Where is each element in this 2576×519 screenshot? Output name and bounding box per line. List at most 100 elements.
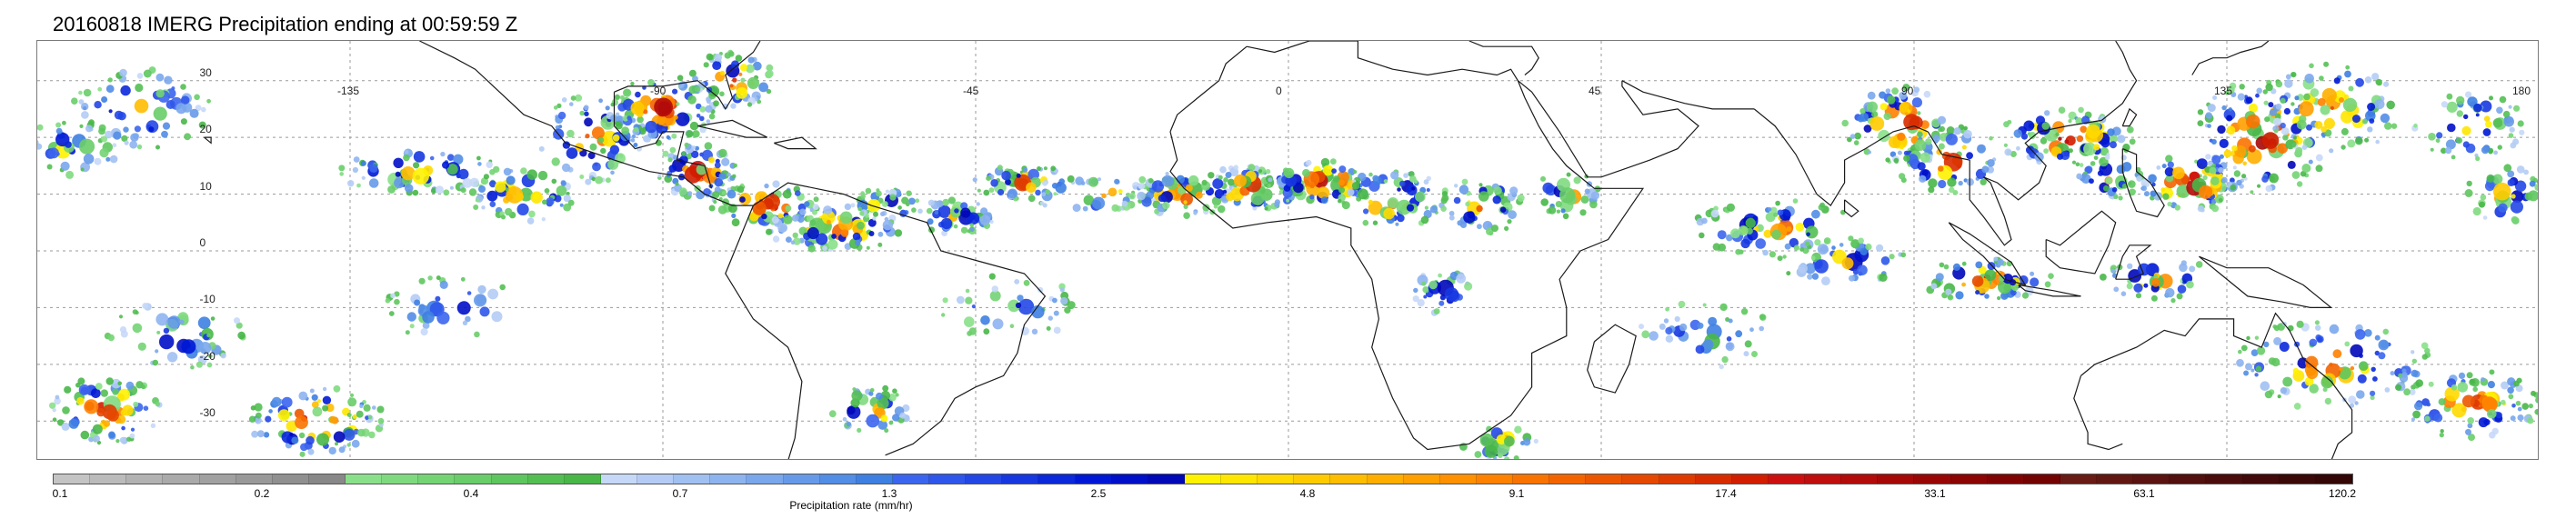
precip-cell: [1889, 254, 1895, 260]
precip-cell: [2280, 126, 2290, 135]
precip-cell: [2508, 105, 2512, 109]
precip-cell: [846, 421, 852, 427]
precip-cell: [868, 391, 874, 396]
colorbar-swatch: [1075, 474, 1112, 484]
precip-cell: [2467, 96, 2478, 107]
precip-cell: [1390, 171, 1399, 180]
precip-cell: [2475, 155, 2481, 162]
precip-cell: [1792, 198, 1799, 204]
precip-cell: [1726, 234, 1733, 242]
colorbar-swatch: [418, 474, 456, 484]
precip-cell: [1989, 135, 1993, 141]
precip-cell: [2414, 402, 2423, 411]
precip-cell: [2365, 110, 2376, 122]
precip-cell: [607, 158, 619, 170]
precip-cell: [1507, 219, 1512, 225]
precip-cell: [2305, 355, 2319, 369]
precip-cell: [1759, 314, 1766, 320]
precip-cell: [2290, 102, 2295, 106]
precip-cell: [712, 61, 722, 71]
precip-cell: [2492, 174, 2503, 185]
longitude-label: -45: [963, 84, 979, 97]
precip-cell: [1492, 195, 1501, 205]
precip-cell: [134, 98, 149, 114]
precip-cell: [1016, 173, 1021, 178]
precip-cell: [92, 424, 103, 434]
precip-cell: [1710, 209, 1719, 218]
precip-cell: [2080, 174, 2091, 185]
precip-cell: [2503, 116, 2514, 127]
precip-cell: [2355, 136, 2363, 145]
precip-cell: [79, 124, 84, 128]
precipitation-colorbar: [53, 474, 2353, 484]
precip-cell: [2058, 136, 2062, 141]
precip-cell: [289, 432, 294, 436]
precip-cell: [2329, 148, 2334, 154]
precip-cell: [1919, 175, 1927, 183]
precip-cell: [2391, 123, 2398, 129]
precip-cell: [2482, 128, 2491, 136]
precip-cell: [1897, 150, 1902, 155]
precip-cell: [2219, 138, 2229, 148]
precip-cell: [740, 77, 746, 83]
precip-cell: [2255, 365, 2262, 372]
precip-cell: [2513, 105, 2521, 112]
precip-cell: [61, 422, 70, 431]
precip-cell: [2493, 150, 2499, 155]
precip-cell: [1513, 455, 1519, 459]
precip-cell: [48, 147, 59, 159]
coastline: [1948, 222, 2027, 286]
precip-cell: [1053, 192, 1057, 196]
precip-cell: [2321, 87, 2337, 104]
precip-cell: [2426, 402, 2431, 407]
precip-cell: [2317, 97, 2326, 106]
precip-cell: [155, 89, 165, 98]
precip-cell: [1786, 226, 1792, 232]
precip-cell: [2479, 201, 2485, 208]
precip-cell: [468, 188, 477, 196]
precip-cell: [1708, 316, 1718, 326]
precip-cell: [2510, 200, 2523, 214]
precip-cell: [585, 178, 592, 185]
precip-cell: [1363, 208, 1369, 215]
precip-cell: [2083, 142, 2097, 156]
precip-cell: [1338, 198, 1342, 204]
precip-cell: [714, 53, 723, 62]
precip-cell: [162, 122, 171, 130]
precip-cell: [2467, 417, 2474, 424]
precip-cell: [1769, 206, 1778, 215]
precip-cell: [2210, 139, 2217, 145]
precip-cell: [83, 88, 92, 97]
colorbar-tick: 0.1: [52, 487, 68, 500]
precip-cell: [2289, 140, 2297, 148]
precip-cell: [687, 191, 693, 196]
precip-cell: [2030, 271, 2035, 276]
colorbar-swatch: [199, 474, 236, 484]
precip-cell: [1212, 178, 1224, 190]
precip-cell: [256, 412, 262, 419]
precip-cell: [2117, 135, 2126, 144]
precip-cell: [2197, 120, 2204, 126]
coastline: [2121, 148, 2165, 218]
precip-cell: [1555, 201, 1562, 208]
precip-cell: [309, 388, 315, 394]
precip-cell: [83, 105, 87, 111]
precip-cell: [2256, 87, 2262, 95]
precip-cell: [1459, 221, 1468, 228]
precip-cell: [1022, 167, 1028, 173]
precip-cell: [2468, 434, 2475, 442]
precip-cell: [352, 166, 358, 174]
precip-cell: [563, 203, 572, 212]
precip-cell: [2104, 155, 2110, 161]
colorbar-tick: 2.5: [1090, 487, 1107, 500]
precip-cell: [1735, 330, 1743, 338]
precip-cell: [2323, 117, 2335, 129]
precip-cell: [880, 390, 891, 401]
precip-cell: [731, 218, 740, 227]
precip-cell: [265, 415, 272, 423]
precip-cell: [570, 95, 576, 101]
precip-cell: [2424, 415, 2431, 422]
precip-cell: [2029, 132, 2036, 139]
precip-cell: [2250, 349, 2259, 356]
precip-cell: [1925, 138, 1932, 145]
